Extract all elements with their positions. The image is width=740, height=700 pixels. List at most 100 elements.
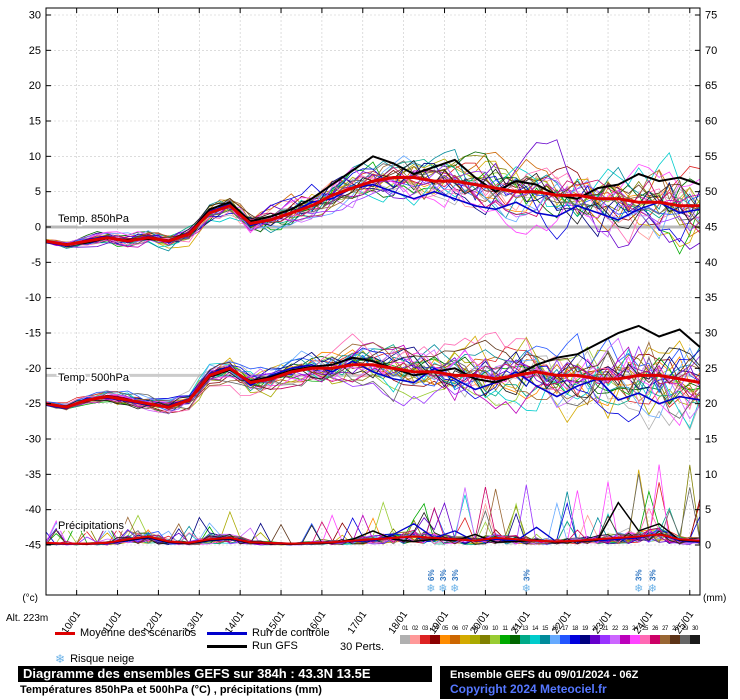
- perts-count-label: 30 Perts.: [340, 641, 385, 653]
- mean-500: [45, 363, 701, 409]
- temp-tick-label: 15: [29, 116, 41, 128]
- temp-tick-label: -40: [25, 504, 41, 516]
- snowflake-icon: ❄: [522, 583, 531, 595]
- member-color-cell: [640, 635, 650, 644]
- member-number: 29: [682, 626, 688, 632]
- diagram-title: Diagramme des ensembles GEFS sur 384h : …: [18, 666, 432, 682]
- legend-control-label: Run de contrôle: [252, 627, 330, 639]
- member-color-cell: [510, 635, 520, 644]
- member-number: 09: [482, 626, 488, 632]
- member-color-cell: [470, 635, 480, 644]
- member-color-cell: [670, 635, 680, 644]
- mean-850: [45, 176, 700, 247]
- member-850: [45, 164, 701, 248]
- snowflake-icon: ❄: [438, 583, 447, 595]
- grid: [46, 8, 700, 595]
- member-number: 14: [532, 626, 538, 632]
- precip-tick-label: 0: [705, 540, 711, 552]
- temp-tick-label: 0: [35, 222, 41, 234]
- legend-gfs: Run GFS: [207, 640, 298, 652]
- precip-tick-label: 35: [705, 292, 717, 304]
- member-number: 25: [642, 626, 648, 632]
- member-850: [45, 176, 701, 244]
- member-color-cell: [500, 635, 510, 644]
- date-tick-label: 21/01: [509, 609, 533, 636]
- member-color-cell: [620, 635, 630, 644]
- snow-percent-label: 6%: [427, 569, 436, 581]
- date-tick-label: 20/01: [468, 609, 492, 636]
- precip-tick-label: 5: [705, 504, 711, 516]
- member-number: 08: [472, 626, 478, 632]
- member-500: [45, 349, 701, 419]
- precip-tick-label: 50: [705, 186, 717, 198]
- precip-tick-label: 60: [705, 116, 717, 128]
- temp-tick-label: 30: [29, 10, 41, 22]
- member-color-cell: [540, 635, 550, 644]
- member-color-cell: [550, 635, 560, 644]
- gfs-line-swatch: [207, 644, 247, 648]
- member-color-cell: [490, 635, 500, 644]
- date-tick-label: 24/01: [632, 609, 656, 636]
- legend-snow-label: Risque neige: [70, 653, 135, 665]
- precip-tick-label: 15: [705, 434, 717, 446]
- temp-tick-label: -35: [25, 469, 41, 481]
- mean-line-swatch: [55, 631, 75, 635]
- member-850: [45, 161, 701, 255]
- snow-percent-label: 3%: [522, 569, 531, 581]
- member-number: 02: [412, 626, 418, 632]
- member-color-cell: [400, 635, 410, 644]
- date-tick-label: 23/01: [591, 609, 615, 636]
- date-tick-label: 17/01: [346, 609, 370, 636]
- member-color-cell: [440, 635, 450, 644]
- left-axis-unit: (°c): [22, 593, 38, 604]
- member-500: [45, 331, 701, 413]
- section-label: Temp. 500hPa: [58, 372, 130, 384]
- snow-percent-label: 3%: [648, 569, 657, 581]
- member-number: 30: [692, 626, 698, 632]
- temp-tick-label: -45: [25, 540, 41, 552]
- member-number: 04: [432, 626, 438, 632]
- legend-gfs-label: Run GFS: [252, 640, 298, 652]
- precip-tick-label: 10: [705, 469, 717, 481]
- snowflake-icon: ❄: [450, 583, 459, 595]
- member-color-cell: [430, 635, 440, 644]
- member-number: 22: [612, 626, 618, 632]
- member-color-cell: [460, 635, 470, 644]
- mean-precip: [45, 533, 701, 545]
- precip-tick-label: 65: [705, 80, 717, 92]
- run-info-box: Ensemble GEFS du 09/01/2024 - 06Z Copyri…: [440, 666, 728, 699]
- member-color-cell: [660, 635, 670, 644]
- temp-tick-label: 5: [35, 186, 41, 198]
- snow-risk-markers: ❄6%❄3%❄3%❄3%❄3%❄3%: [426, 569, 657, 595]
- member-number: 23: [622, 626, 628, 632]
- member-color-cell: [560, 635, 570, 644]
- member-color-cell: [530, 635, 540, 644]
- member-color-cell: [590, 635, 600, 644]
- member-color-cell: [650, 635, 660, 644]
- altitude-label: Alt. 223m: [6, 613, 48, 624]
- right-axis-unit: (mm): [703, 593, 726, 604]
- date-tick-label: 19/01: [428, 609, 452, 636]
- member-color-cell: [420, 635, 430, 644]
- member-number: 06: [452, 626, 458, 632]
- member-number: 12: [512, 626, 518, 632]
- diagram-subtitle: Températures 850hPa et 500hPa (°C) , pré…: [20, 684, 322, 696]
- member-number: 26: [652, 626, 658, 632]
- member-number: 07: [462, 626, 468, 632]
- temp-tick-label: -25: [25, 398, 41, 410]
- temp-tick-label: -10: [25, 292, 41, 304]
- date-tick-label: 25/01: [673, 609, 697, 636]
- member-500: [45, 349, 701, 427]
- member-number: 28: [672, 626, 678, 632]
- snowflake-icon: ❄: [55, 652, 66, 666]
- temp-tick-label: 20: [29, 80, 41, 92]
- run-info: Ensemble GEFS du 09/01/2024 - 06Z: [450, 669, 639, 681]
- member-number: 16: [552, 626, 558, 632]
- member-color-cell: [410, 635, 420, 644]
- member-color-cell: [580, 635, 590, 644]
- member-color-cell: [570, 635, 580, 644]
- snow-percent-label: 3%: [451, 569, 460, 581]
- member-number: 01: [402, 626, 408, 632]
